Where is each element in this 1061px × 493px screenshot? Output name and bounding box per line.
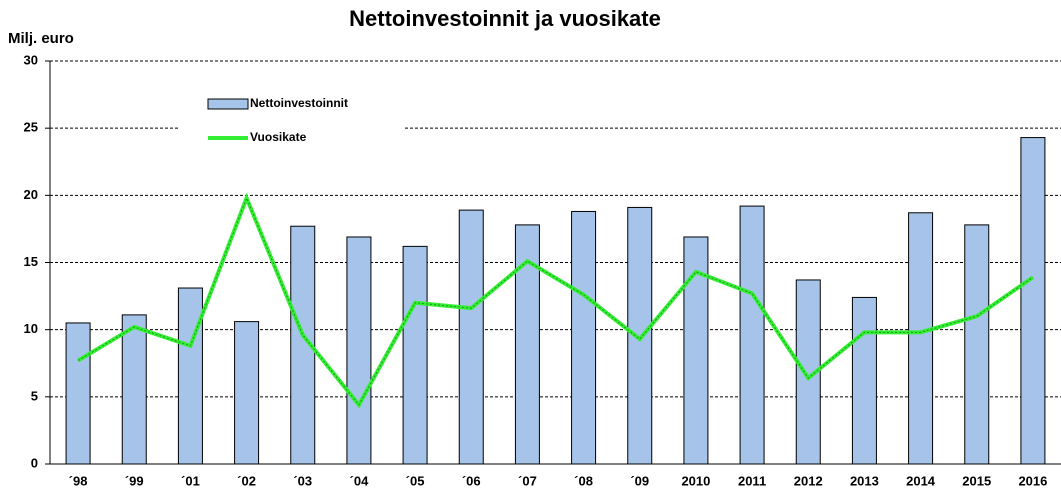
y-tick-label: 10 <box>24 321 38 336</box>
x-tick-label: 2012 <box>794 473 823 488</box>
x-tick-label: 2011 <box>738 473 766 488</box>
bar <box>121 314 147 465</box>
y-tick-label: 20 <box>24 187 38 202</box>
y-axis-label: Milj. euro <box>8 30 74 47</box>
x-tick-label: ´06 <box>462 473 481 488</box>
bar <box>346 236 372 465</box>
bar <box>234 321 260 465</box>
x-tick-label: 2010 <box>681 473 710 488</box>
y-tick-label: 0 <box>31 455 38 470</box>
y-tick-label: 15 <box>24 254 38 269</box>
bar <box>1020 137 1046 465</box>
x-tick-label: ´01 <box>181 473 200 488</box>
x-tick-label: 2014 <box>906 473 936 488</box>
x-tick-label: 2015 <box>962 473 991 488</box>
bar <box>739 205 765 465</box>
x-tick-label: 2013 <box>850 473 879 488</box>
legend-swatch <box>207 98 249 110</box>
bar <box>65 322 91 465</box>
line <box>77 192 1035 409</box>
legend-label: Nettoinvestoinnit <box>250 96 348 110</box>
bar <box>571 210 597 465</box>
y-tick-label: 25 <box>24 120 38 135</box>
x-tick-label: ´98 <box>69 473 88 488</box>
legend-label: Vuosikate <box>250 130 307 144</box>
x-tick-label: ´02 <box>237 473 256 488</box>
bar <box>458 209 484 465</box>
x-tick-label: ´08 <box>574 473 593 488</box>
bar <box>177 287 203 465</box>
x-tick-label: 2016 <box>1018 473 1047 488</box>
x-tick-label: ´07 <box>518 473 537 488</box>
bar <box>851 296 877 465</box>
line-dash <box>77 196 1034 406</box>
x-tick-label: ´09 <box>630 473 649 488</box>
x-tick-label: ´03 <box>293 473 312 488</box>
x-tick-label: ´99 <box>125 473 144 488</box>
bar <box>627 206 653 465</box>
bar <box>908 212 934 465</box>
bar <box>964 224 990 465</box>
y-tick-label: 5 <box>31 388 38 403</box>
x-tick-label: ´05 <box>406 473 425 488</box>
x-tick-label: ´04 <box>350 473 370 488</box>
chart-title: Nettoinvestoinnit ja vuosikate <box>349 6 661 31</box>
y-tick-label: 30 <box>24 52 38 67</box>
bar <box>402 245 428 465</box>
